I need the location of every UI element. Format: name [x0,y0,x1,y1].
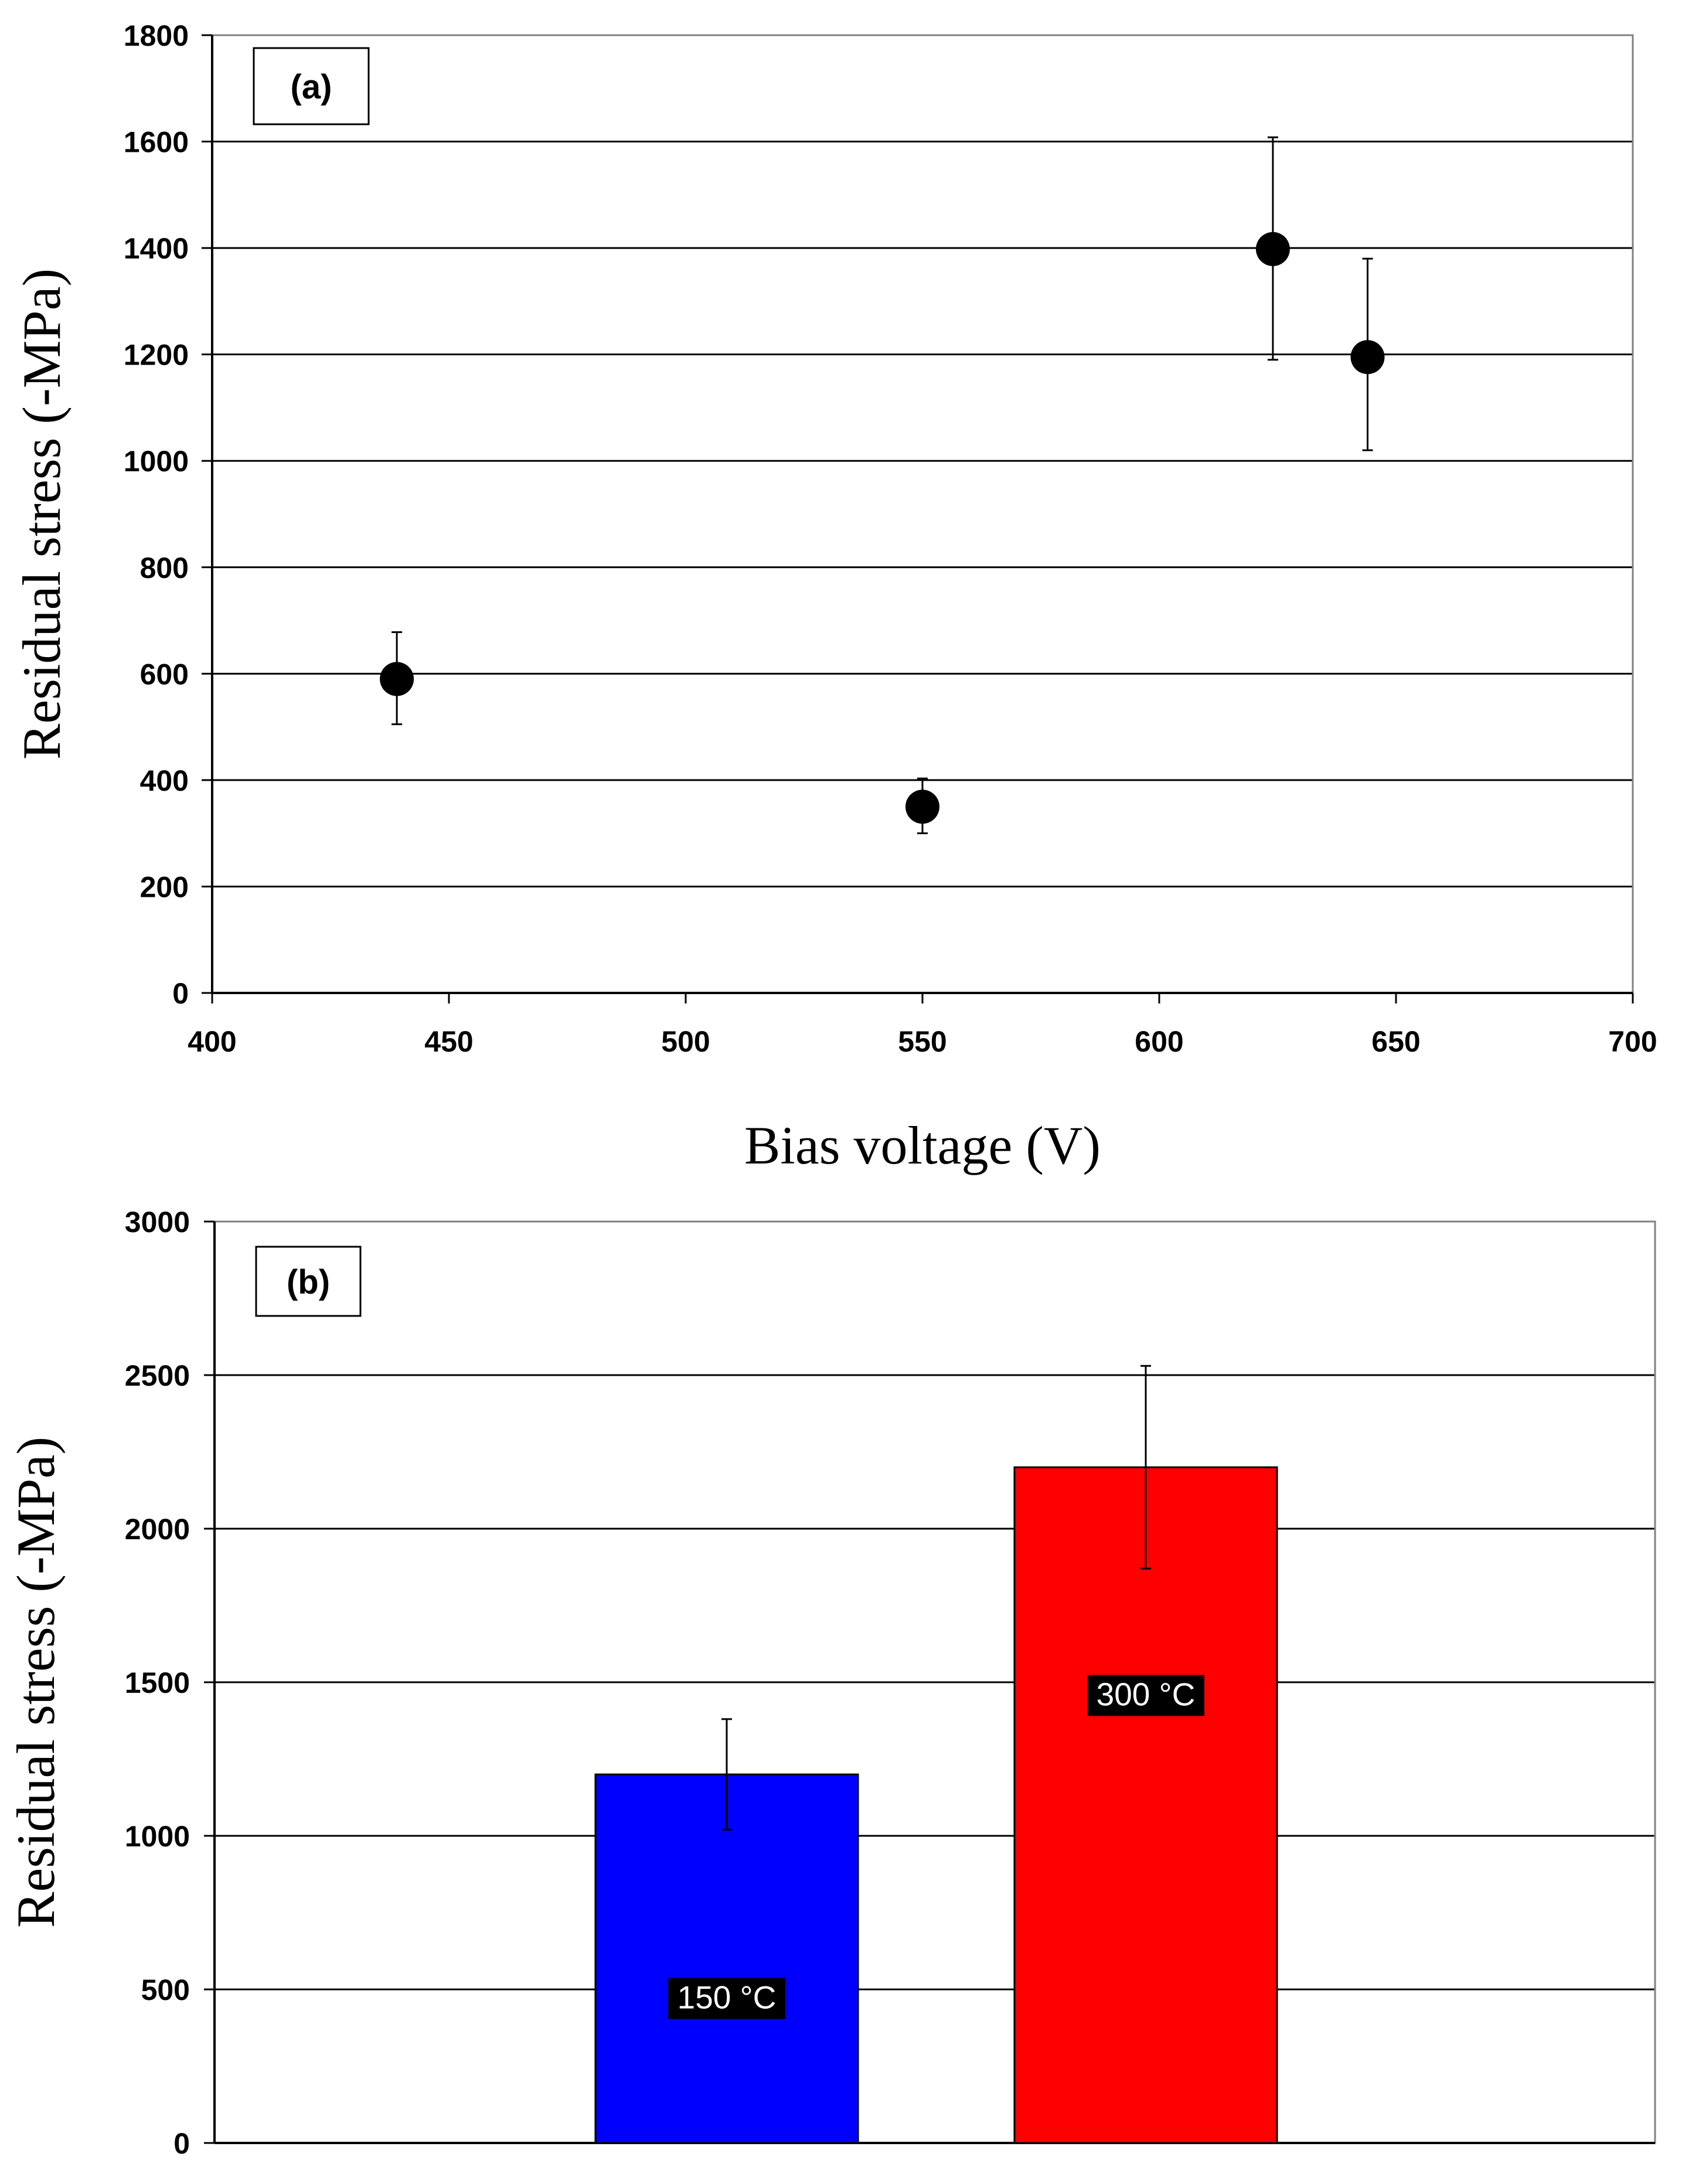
panel-a: 0 200 400 600 800 1000 1200 1400 1600 1800 400 450… [12,19,1657,1175]
b-bar [1013,1466,1278,2144]
b-y-tick-label: 2000 [125,1513,190,1546]
a-x-tick-label: 400 [188,1025,236,1058]
a-y-tick-label: 1000 [124,445,189,478]
a-x-tick-label: 600 [1135,1025,1183,1058]
a-x-ticks: 400 450 500 550 600 650 700 [188,993,1657,1058]
panel-b: 0 500 1000 1500 2000 2500 3000 150 °C 300 °C (b… [6,1206,1656,2160]
b-gridlines [214,1220,1655,1991]
b-bar-label: 150 °C [677,1979,777,2016]
a-y-tick-label: 200 [140,870,189,903]
a-x-axis-title: Bias voltage (V) [744,1115,1101,1175]
a-data-point [1350,340,1385,375]
b-y-tick-label: 0 [173,2127,190,2160]
a-plot-border [211,34,1634,994]
b-y-tick-label: 2500 [125,1359,190,1392]
b-bar-label-bg [668,1978,785,2019]
b-y-tick-label: 1000 [125,1820,190,1853]
a-panel-label: (a) [291,68,332,106]
b-y-tick-label: 500 [141,1974,190,2006]
a-y-ticks: 0 200 400 600 800 1000 1200 1400 1600 1800 [124,19,212,1010]
a-data-points [380,136,1385,835]
a-x-tick-label: 450 [424,1025,473,1058]
a-gridlines [212,34,1633,887]
b-bar-label: 300 °C [1097,1676,1196,1713]
a-y-tick-label: 1600 [124,126,189,159]
a-x-tick-label: 650 [1371,1025,1420,1058]
b-y-ticks: 0 500 1000 1500 2000 2500 3000 [125,1206,214,2160]
b-panel-label: (b) [287,1263,330,1301]
b-y-tick-label: 1500 [125,1666,190,1699]
a-x-tick-label: 700 [1608,1025,1657,1058]
a-y-tick-label: 400 [140,764,189,797]
a-y-tick-label: 1800 [124,19,189,52]
a-y-tick-label: 1400 [124,232,189,265]
a-data-point [1255,232,1290,266]
b-y-axis-title: Residual stress (-MPa) [6,1437,66,1928]
b-panel-label-box [255,1246,362,1317]
a-x-tick-label: 550 [898,1025,946,1058]
a-y-tick-label: 600 [140,658,189,690]
a-panel-label-box [253,47,370,125]
b-bar-label-bg [1087,1675,1204,1716]
a-data-point [905,790,939,824]
b-bars: 150 °C 300 °C [594,1365,1278,2144]
a-x-tick-label: 500 [661,1025,710,1058]
a-data-point [380,662,414,696]
a-y-axis-title: Residual stress (-MPa) [12,268,71,760]
b-y-tick-label: 3000 [125,1206,190,1239]
a-y-tick-label: 0 [172,977,189,1010]
b-bar [594,1773,859,2144]
a-y-tick-label: 1200 [124,339,189,372]
a-y-tick-label: 800 [140,552,189,584]
